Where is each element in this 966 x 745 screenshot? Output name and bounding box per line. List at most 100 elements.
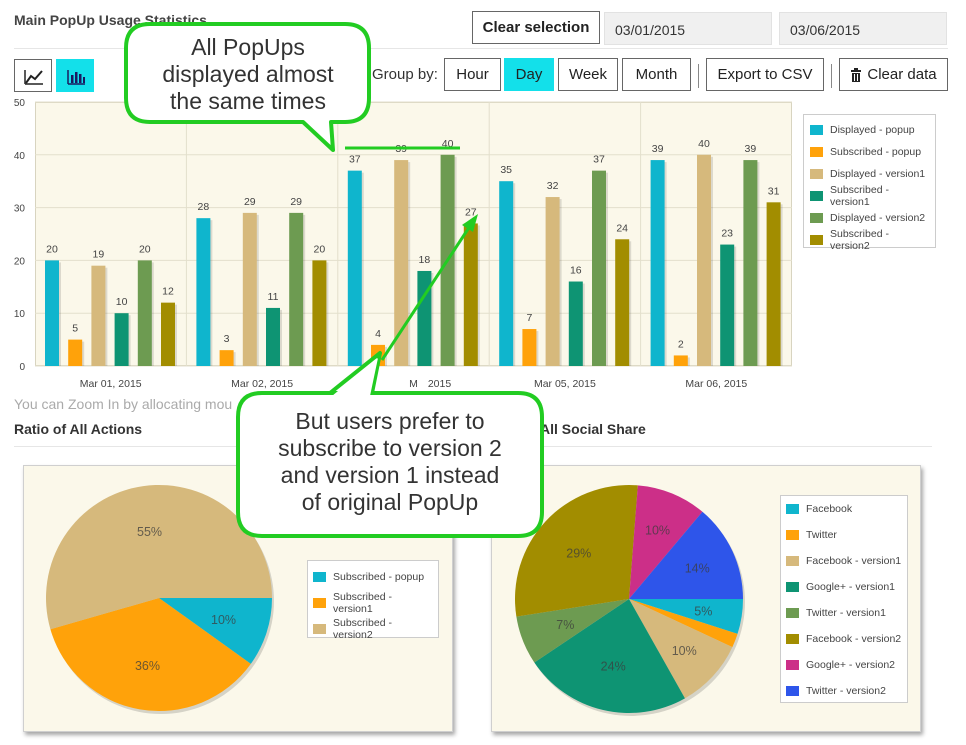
legend-item[interactable]: Subscribed - version1 (313, 590, 433, 616)
pie-slice[interactable] (159, 598, 272, 664)
bar[interactable] (568, 281, 583, 366)
bar-value-label: 29 (244, 196, 256, 208)
clear-data-button[interactable]: Clear data (839, 58, 948, 91)
legend-swatch (810, 213, 823, 223)
pie-slice[interactable] (515, 485, 638, 617)
legend-item[interactable]: Facebook (786, 496, 902, 522)
bar[interactable] (219, 350, 234, 366)
bar[interactable] (196, 218, 211, 366)
bar[interactable] (743, 160, 758, 366)
clear-selection-button[interactable]: Clear selection (472, 11, 600, 44)
pie-slice[interactable] (46, 485, 273, 630)
bar[interactable] (114, 313, 129, 366)
bar[interactable] (650, 160, 665, 366)
bar[interactable] (463, 223, 478, 366)
bar[interactable] (697, 154, 711, 366)
bar-chart-button[interactable] (56, 59, 94, 92)
legend-item[interactable]: Twitter - version1 (786, 600, 902, 626)
pie-slice-label: 36% (135, 659, 160, 673)
bar[interactable] (137, 260, 152, 366)
group-day-button[interactable]: Day (504, 58, 554, 91)
bar[interactable] (45, 260, 59, 366)
bar-value-label: 3 (224, 333, 230, 345)
line-chart-button[interactable] (14, 59, 52, 92)
legend-label: Twitter - version2 (806, 685, 886, 697)
export-csv-button[interactable]: Export to CSV (706, 58, 824, 91)
x-tick-label: Mar 05, 2015 (534, 378, 596, 390)
bar[interactable] (720, 244, 735, 366)
x-tick-label: Mar 06, 2015 (685, 378, 747, 390)
bar[interactable] (545, 197, 560, 366)
legend-item[interactable]: Facebook - version1 (786, 548, 902, 574)
bar-value-label: 12 (162, 286, 174, 298)
legend-label: Displayed - popup (830, 124, 915, 136)
legend-label: Subscribed - version2 (333, 617, 392, 641)
x-tick-label: 2015 (428, 378, 452, 390)
bar[interactable] (499, 181, 514, 366)
pie-slice[interactable] (534, 599, 685, 713)
group-week-button[interactable]: Week (558, 58, 618, 91)
pie-slice[interactable] (629, 511, 743, 599)
legend-item[interactable]: Displayed - version2 (810, 207, 929, 229)
bar[interactable] (312, 260, 327, 366)
bar[interactable] (161, 302, 175, 366)
legend-swatch (810, 169, 823, 179)
legend-item[interactable]: Displayed - popup (810, 119, 929, 141)
bar-value-label: 20 (314, 243, 326, 255)
legend-swatch (786, 504, 799, 514)
bar[interactable] (766, 202, 781, 366)
group-hour-button[interactable]: Hour (444, 58, 501, 91)
legend-swatch (313, 624, 326, 634)
date-from-input[interactable]: 03/01/2015 (604, 12, 772, 45)
legend-label: Subscribed - version1 (830, 184, 889, 208)
bar[interactable] (522, 329, 537, 366)
group-month-button[interactable]: Month (622, 58, 691, 91)
bar[interactable] (592, 170, 606, 366)
legend-item[interactable]: Twitter (786, 522, 902, 548)
bar-value-label: 29 (290, 196, 302, 208)
legend-item[interactable]: Google+ - version2 (786, 652, 902, 678)
legend-swatch (786, 530, 799, 540)
date-to-input[interactable]: 03/06/2015 (779, 12, 947, 45)
pie-slice[interactable] (516, 599, 629, 663)
social-section-title: All Social Share (540, 421, 646, 437)
ratio-pie-chart[interactable]: 10% 36% 55% (23, 465, 453, 732)
bar-value-label: 16 (570, 265, 582, 277)
bar[interactable] (68, 339, 83, 366)
legend-item[interactable]: Subscribed - popup (810, 141, 929, 163)
pie-slice[interactable] (629, 599, 738, 648)
legend-item[interactable]: Subscribed - version2 (810, 228, 929, 252)
bar-value-label: 5 (72, 323, 78, 335)
bar[interactable] (394, 160, 409, 366)
pie-slice[interactable] (629, 599, 733, 699)
bar[interactable] (266, 307, 280, 366)
top-callout-text: All PopUps displayed almost the same tim… (162, 34, 334, 114)
pie-slice[interactable] (629, 599, 743, 634)
bar-value-label: 39 (745, 143, 757, 155)
legend-item[interactable]: Subscribed - version2 (313, 616, 433, 642)
legend-label: Facebook - version1 (806, 555, 902, 567)
bar-value-label: 23 (721, 228, 733, 240)
social-pie-chart[interactable]: 5% 10% 24% 7% 29% 10% 14% (491, 465, 921, 732)
legend-label: Displayed - version1 (830, 168, 926, 180)
pie-slice[interactable] (629, 485, 703, 599)
legend-item[interactable]: Subscribed - popup (313, 564, 433, 590)
bar[interactable] (417, 270, 432, 366)
legend-item[interactable]: Twitter - version2 (786, 678, 902, 704)
bar[interactable] (289, 212, 304, 366)
pie-slice-label: 7% (556, 618, 574, 632)
bar[interactable] (347, 170, 362, 366)
bar[interactable] (615, 239, 630, 366)
bar[interactable] (242, 212, 257, 366)
legend-item[interactable]: Google+ - version1 (786, 574, 902, 600)
bar[interactable] (91, 265, 106, 366)
pie-slice[interactable] (50, 598, 251, 711)
legend-item[interactable]: Displayed - version1 (810, 163, 929, 185)
legend-swatch (786, 608, 799, 618)
ratio-section-title: Ratio of All Actions (14, 421, 143, 437)
legend-item[interactable]: Subscribed - version1 (810, 184, 929, 208)
legend-item[interactable]: Facebook - version2 (786, 626, 902, 652)
bar[interactable] (673, 355, 688, 366)
legend-label: Google+ - version1 (806, 581, 896, 593)
legend-label: Facebook - version2 (806, 633, 902, 645)
